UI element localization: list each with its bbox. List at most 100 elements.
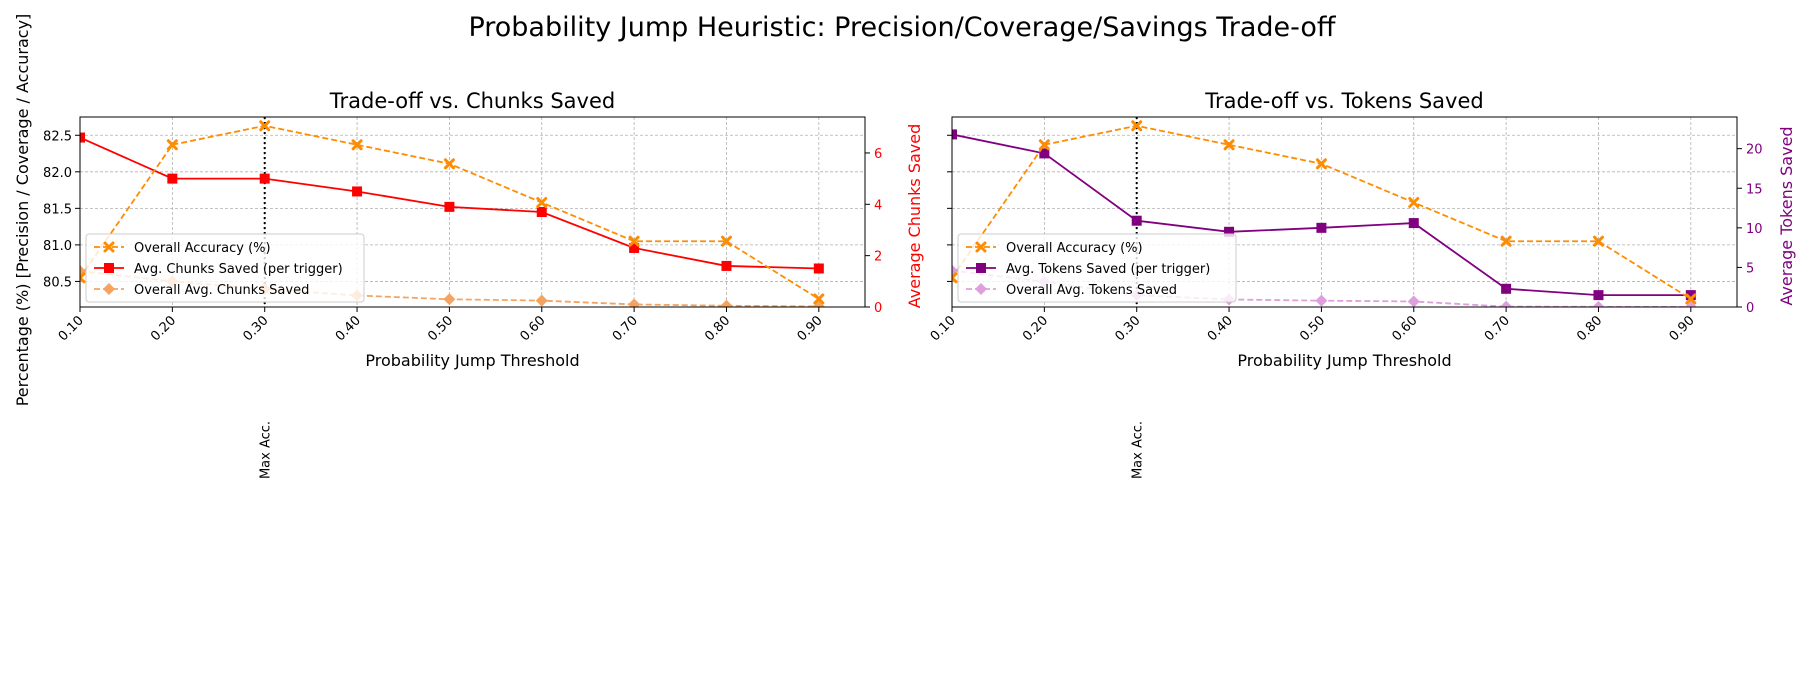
data-point-x xyxy=(1223,139,1235,151)
legend-label: Overall Avg. Tokens Saved xyxy=(1006,283,1177,298)
chart-title: Trade-off vs. Tokens Saved xyxy=(1204,89,1483,113)
x-tick-label: 0.20 xyxy=(1020,313,1051,344)
data-point-x xyxy=(1038,139,1050,151)
x-tick-label: 0.60 xyxy=(1390,313,1421,344)
legend-label: Avg. Tokens Saved (per trigger) xyxy=(1006,262,1210,277)
annotation-label: Max Acc. xyxy=(1131,421,1146,479)
y-tick-label: 82.5 xyxy=(43,129,72,144)
legend-marker-x xyxy=(103,241,115,253)
legend-marker-x xyxy=(975,241,987,253)
data-point-diamond xyxy=(535,294,548,307)
y2-axis-label: Average Tokens Saved xyxy=(1777,126,1796,305)
data-point-x xyxy=(1131,120,1143,132)
data-point-square xyxy=(1408,218,1419,229)
data-point-square xyxy=(1593,290,1604,301)
legend-marker-diamond xyxy=(103,283,115,295)
data-point-x xyxy=(1592,235,1604,247)
chart-panel-chunks: Max Acc. 0.10 0.20 0.30 0.40 0.50 0.60 0.70 0.80… xyxy=(43,89,924,479)
y2-tick-label: 10 xyxy=(1746,222,1763,237)
data-point-x xyxy=(1685,293,1697,305)
figure-title: Probability Jump Heuristic: Precision/Co… xyxy=(468,12,1336,43)
data-point-square xyxy=(536,207,547,217)
x-tick-label: 0.30 xyxy=(1112,313,1143,344)
data-point-square xyxy=(352,186,363,197)
data-point-diamond xyxy=(1684,300,1697,307)
chart-title: Trade-off vs. Chunks Saved xyxy=(329,89,615,113)
data-point-square xyxy=(259,173,270,184)
x-axis-label: Probability Jump Threshold xyxy=(1237,351,1451,370)
y2-tick-label: 0 xyxy=(1746,301,1754,316)
y2-tick-label: 15 xyxy=(1746,182,1763,197)
x-tick-label: 0.90 xyxy=(795,313,826,344)
data-point-diamond xyxy=(952,264,958,277)
data-point-x xyxy=(259,120,271,132)
x-tick-label: 0.50 xyxy=(425,313,456,344)
data-point-square xyxy=(1224,226,1235,237)
data-point-square xyxy=(444,201,455,212)
legend-label: Overall Avg. Chunks Saved xyxy=(134,283,309,298)
data-point-x xyxy=(80,272,86,284)
y-tick-label: 82.0 xyxy=(43,166,72,181)
x-axis-label: Probability Jump Threshold xyxy=(365,351,579,370)
data-point-x xyxy=(628,235,640,247)
x-tick-label: 0.30 xyxy=(240,313,271,344)
legend-marker-diamond xyxy=(975,283,987,295)
legend-label: Avg. Chunks Saved (per trigger) xyxy=(134,262,343,277)
data-point-diamond xyxy=(1592,300,1605,307)
y2-tick-label: 20 xyxy=(1746,143,1763,158)
legend: Overall Accuracy (%) Avg. Chunks Saved (p… xyxy=(85,233,365,303)
data-point-square xyxy=(629,242,640,253)
y2-tick-label: 6 xyxy=(874,147,882,162)
data-point-square xyxy=(1685,290,1696,301)
x-tick-label: 0.40 xyxy=(333,313,364,344)
data-point-square xyxy=(952,129,957,140)
y2-tick-label: 2 xyxy=(874,250,882,265)
legend-box xyxy=(85,233,365,303)
legend-label: Overall Accuracy (%) xyxy=(1006,241,1143,256)
data-point-square xyxy=(813,263,824,274)
data-point-x xyxy=(536,197,548,208)
legend-marker-square xyxy=(976,263,986,273)
y-tick-label: 80.5 xyxy=(43,275,72,290)
x-tick-label: 0.50 xyxy=(1297,313,1328,344)
data-point-x xyxy=(166,139,178,151)
data-point-square xyxy=(1039,148,1050,159)
x-tick-label: 0.70 xyxy=(610,313,641,344)
chart-panel-tokens: Max Acc. 0.10 0.20 0.30 0.40 0.50 0.60 0.70 0.80… xyxy=(928,89,1796,479)
data-point-x xyxy=(351,139,363,151)
x-tick-label: 0.70 xyxy=(1482,313,1513,344)
data-point-x xyxy=(952,272,958,284)
data-point-square xyxy=(167,173,178,184)
data-point-diamond xyxy=(443,293,456,306)
y2-tick-label: 5 xyxy=(1746,261,1754,276)
shared-y-axis-label: Percentage (%) [Precision / Coverage / A… xyxy=(13,14,32,407)
data-point-diamond xyxy=(628,298,641,307)
data-point-diamond xyxy=(1500,300,1513,307)
data-point-diamond xyxy=(1315,294,1328,307)
x-tick-label: 0.10 xyxy=(56,313,87,344)
data-point-x xyxy=(1315,158,1327,170)
data-point-diamond xyxy=(1407,295,1420,307)
y2-axis-label: Average Chunks Saved xyxy=(905,124,924,309)
y-tick-label: 81.5 xyxy=(43,202,72,217)
plot-frame xyxy=(79,116,866,308)
data-point-square xyxy=(721,260,732,271)
x-tick-label: 0.60 xyxy=(518,313,549,344)
data-point-square xyxy=(1501,283,1512,294)
data-point-x xyxy=(720,235,732,247)
legend: Overall Accuracy (%) Avg. Tokens Saved (p… xyxy=(957,233,1237,303)
y2-tick-label: 0 xyxy=(874,301,882,316)
y-tick-label: 81.0 xyxy=(43,239,72,254)
legend-label: Overall Accuracy (%) xyxy=(134,241,271,256)
data-point-diamond xyxy=(720,299,733,307)
data-point-x xyxy=(1500,235,1512,247)
data-point-x xyxy=(443,158,455,170)
annotation-label: Max Acc. xyxy=(259,421,274,479)
x-tick-label: 0.40 xyxy=(1205,313,1236,344)
legend-box xyxy=(957,233,1237,303)
plot-frame xyxy=(951,116,1738,308)
data-point-square xyxy=(80,132,85,143)
legend-marker-square xyxy=(104,263,114,273)
data-point-x xyxy=(1408,197,1420,208)
